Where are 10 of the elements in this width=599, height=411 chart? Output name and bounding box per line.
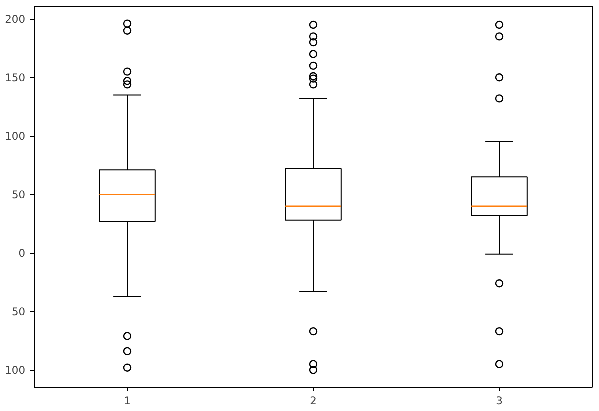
x-tick-label: 1 [124,394,131,408]
y-tick-label: 50 [12,188,26,202]
x-tick-label: 3 [496,394,503,408]
y-tick-label: 100 [5,364,26,378]
x-tick-label: 2 [310,394,317,408]
y-tick-label: 150 [5,72,26,85]
y-tick-label: 0 [18,247,26,260]
y-tick-label: 200 [5,13,26,26]
y-tick-label: 100 [5,130,26,144]
y-tick-label: 50 [12,306,26,319]
